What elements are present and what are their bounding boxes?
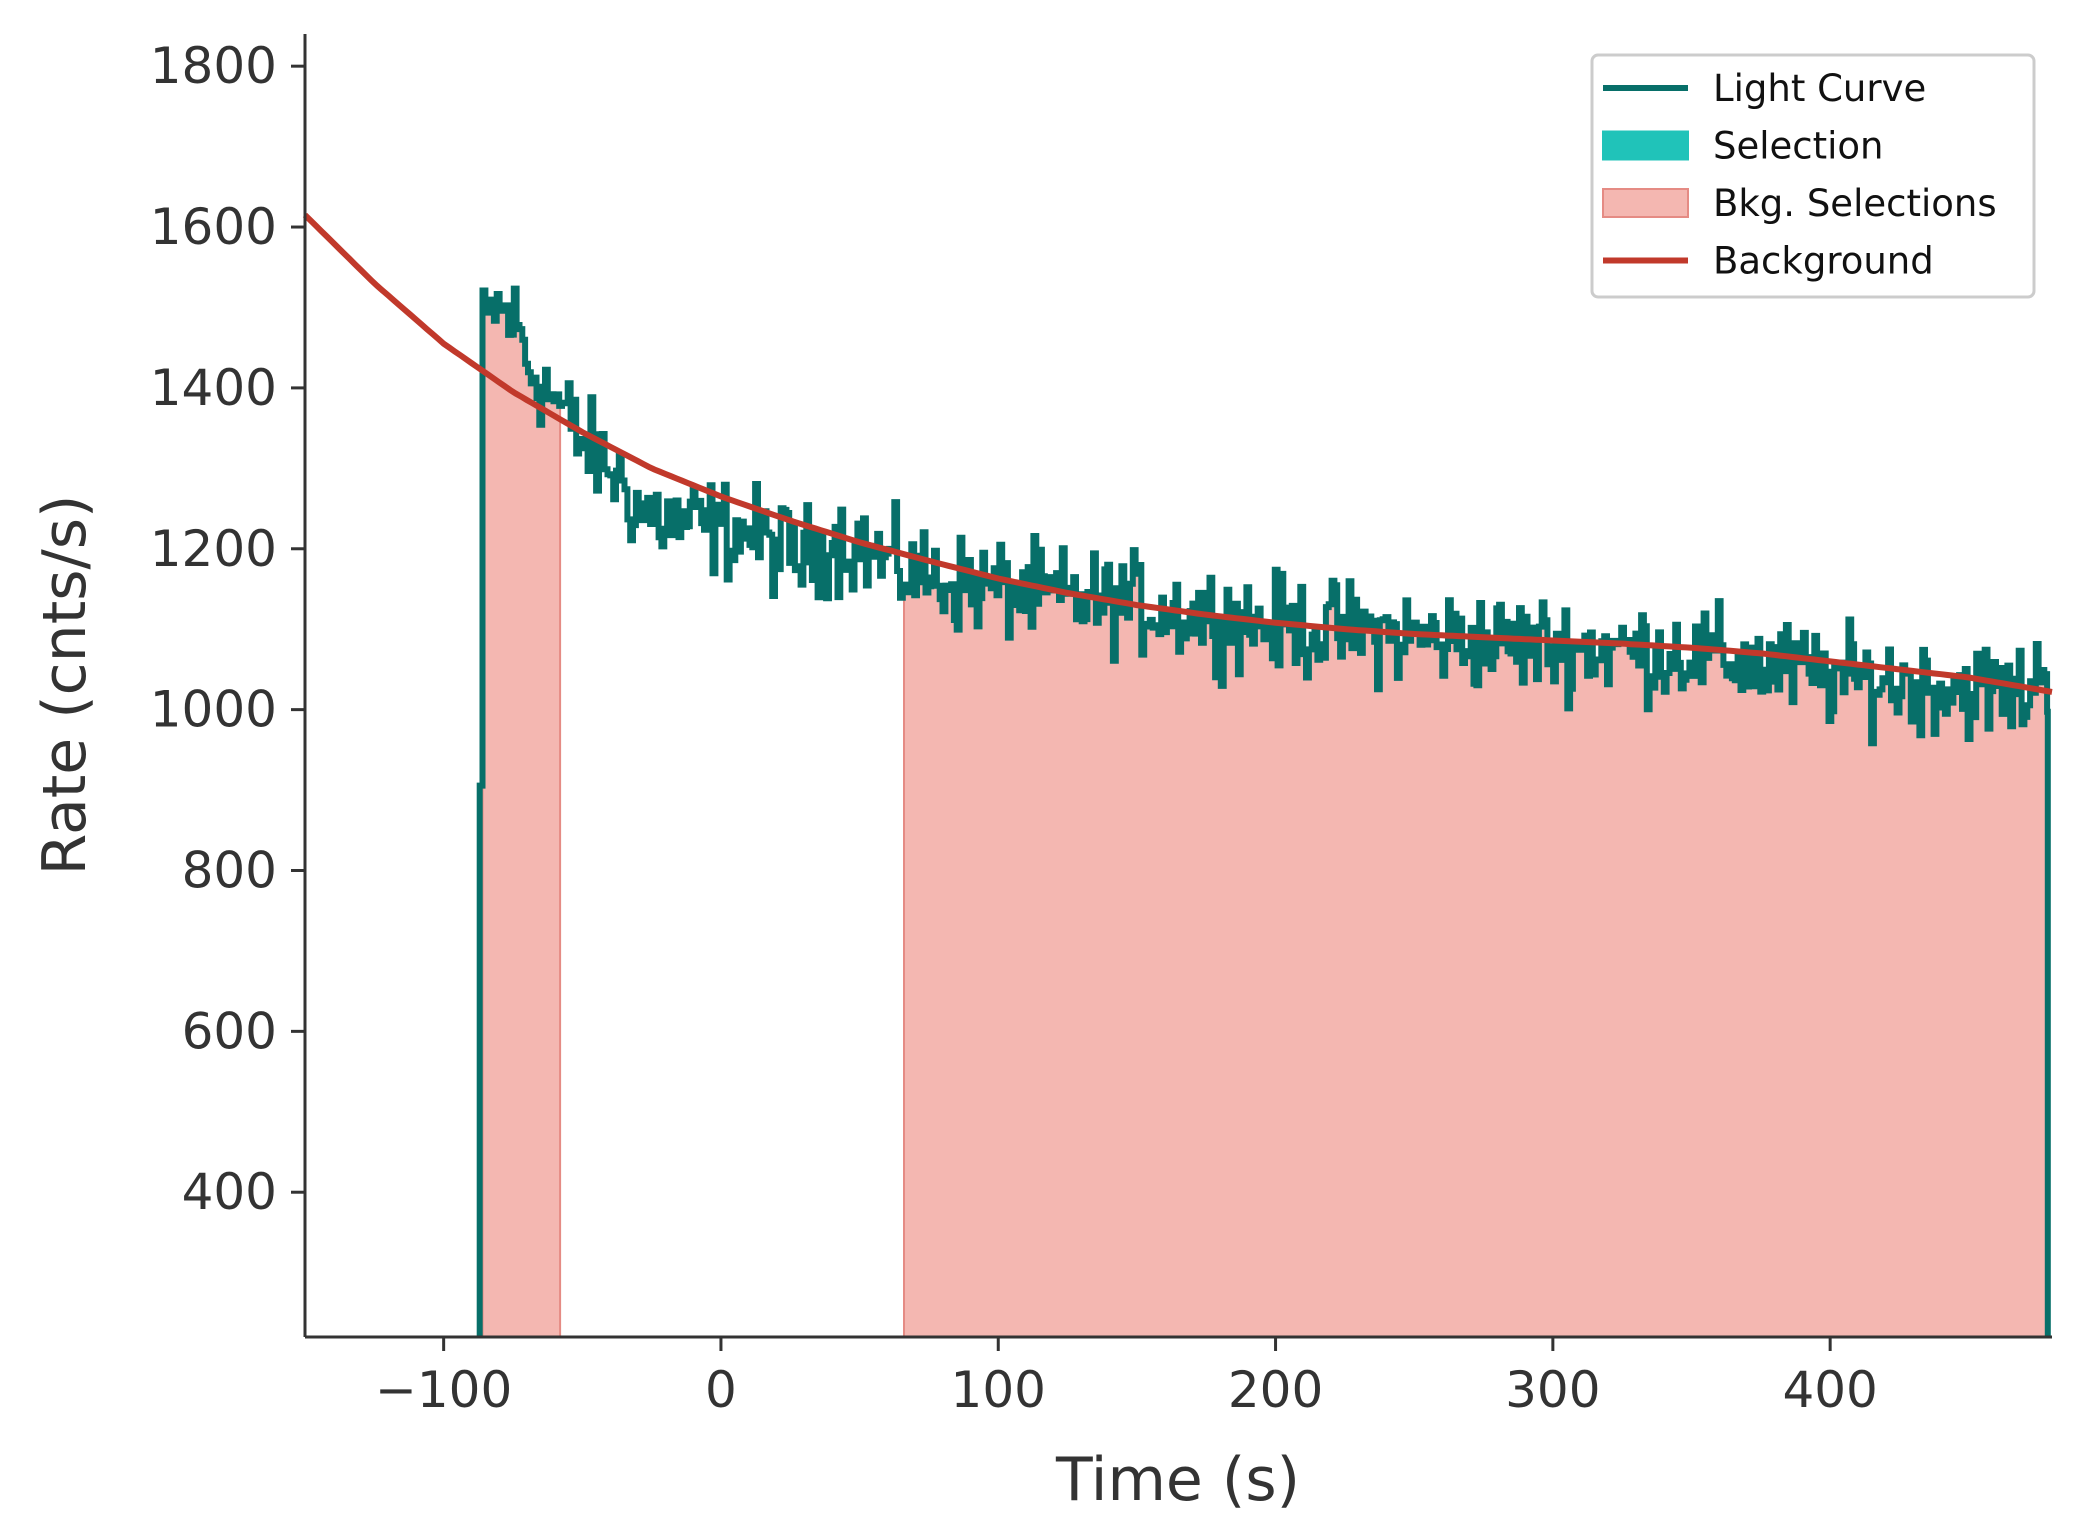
legend-label: Bkg. Selections [1713,182,1997,225]
bkg-selection-layer [481,287,2049,1338]
x-tick-label: 200 [1228,1361,1323,1419]
x-axis-title: Time (s) [1055,1445,1300,1515]
bkg-selection-region [481,287,562,1338]
legend-label: Background [1713,240,1934,283]
axes: −100 0 100 200 300 400 400 600 800 1000 1200 1400 1… [150,34,2052,1419]
legend-swatch-patch [1602,188,1689,218]
y-tick-label: 1400 [150,359,277,417]
legend-label: Selection [1713,125,1884,168]
legend: Light Curve Selection Bkg. Selections Backg… [1590,53,2036,299]
legend-items: Light Curve Selection Bkg. Selections Backg… [1602,67,1997,283]
x-axis-ticks: −100 0 100 200 300 400 [375,1337,1878,1419]
background-model-layer [302,212,2053,695]
x-tick-label: −100 [375,1361,512,1419]
x-tick-label: 100 [951,1361,1046,1419]
y-tick-label: 1200 [150,520,277,578]
y-tick-label: 1800 [150,37,277,95]
x-tick-label: 0 [705,1361,737,1419]
x-tick-label: 300 [1505,1361,1600,1419]
background-model-line [302,212,2053,695]
y-tick-label: 400 [182,1163,277,1221]
y-tick-label: 1000 [150,681,277,739]
legend-frame [1590,53,2036,299]
y-axis-title: Rate (cnts/s) [30,495,100,876]
legend-label: Light Curve [1713,67,1926,110]
legend-swatch-patch [1602,130,1689,161]
y-axis-ticks: 400 600 800 1000 1200 1400 1600 1800 [150,37,305,1221]
light-curve-layer [476,285,2051,1337]
x-tick-label: 400 [1782,1361,1877,1419]
y-tick-label: 1600 [150,198,277,256]
y-tick-label: 800 [182,841,277,899]
light-curve-series [476,285,2051,1337]
y-tick-label: 600 [182,1002,277,1060]
